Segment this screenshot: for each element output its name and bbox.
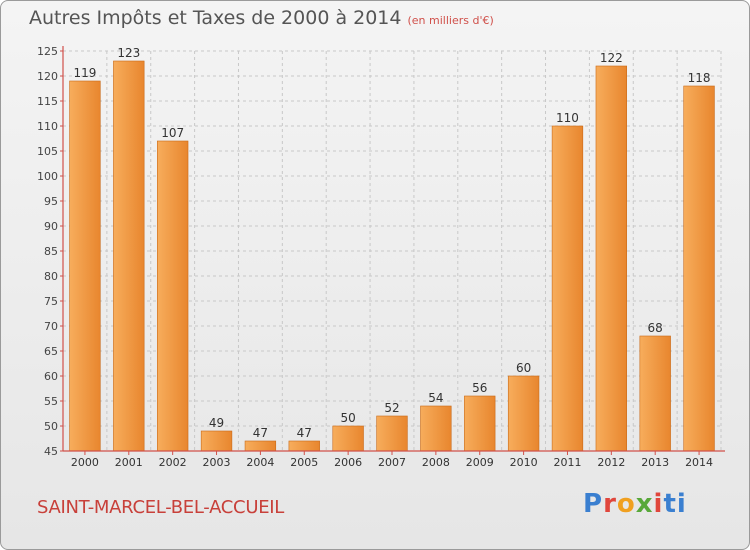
- y-tick-label: 80: [44, 270, 58, 283]
- proxiti-logo[interactable]: Proxiti: [583, 489, 687, 519]
- x-tick-label: 2001: [115, 456, 143, 469]
- data-label: 68: [648, 321, 663, 335]
- chart-title-text: Autres Impôts et Taxes de 2000 à 2014: [29, 7, 402, 29]
- data-label: 47: [253, 426, 268, 440]
- y-tick-label: 60: [44, 370, 58, 383]
- x-tick-label: 2013: [641, 456, 669, 469]
- logo-letter: o: [616, 489, 636, 519]
- bar: [507, 375, 540, 452]
- axes: [60, 46, 725, 455]
- logo-letter: P: [583, 489, 604, 519]
- x-tick-label: 2002: [159, 456, 187, 469]
- labels: 45 50 55 60 65 70 75 80 85 90 95 100 105 110 115 120 125…: [37, 45, 713, 469]
- x-tick-label: 2000: [71, 456, 99, 469]
- y-tick-label: 110: [37, 120, 58, 133]
- y-tick-label: 125: [37, 45, 58, 58]
- x-tick-label: 2014: [685, 456, 713, 469]
- data-label: 52: [384, 401, 399, 415]
- y-tick-label: 95: [44, 195, 58, 208]
- logo-letter: r: [603, 489, 617, 519]
- y-tick-label: 120: [37, 70, 58, 83]
- chart-subtitle: (en milliers d'€): [407, 14, 494, 27]
- bar: [376, 415, 408, 452]
- bar: [595, 65, 627, 452]
- y-tick-label: 55: [44, 395, 58, 408]
- x-tick-label: 2011: [553, 456, 581, 469]
- bars: [69, 60, 715, 452]
- y-tick-label: 45: [44, 445, 58, 458]
- data-label: 49: [209, 416, 224, 430]
- bar: [332, 425, 364, 452]
- y-tick-label: 100: [37, 170, 58, 183]
- y-tick-label: 50: [44, 420, 58, 433]
- x-tick-label: 2009: [466, 456, 494, 469]
- data-label: 54: [428, 391, 443, 405]
- data-label: 118: [688, 71, 711, 85]
- city-name: SAINT-MARCEL-BEL-ACCUEIL: [37, 497, 284, 518]
- data-label: 107: [161, 126, 184, 140]
- y-tick-label: 115: [37, 95, 58, 108]
- logo-letter: i: [676, 489, 687, 519]
- x-tick-label: 2007: [378, 456, 406, 469]
- data-label: 50: [340, 411, 355, 425]
- bar: [420, 405, 452, 452]
- bar: [464, 395, 496, 452]
- y-tick-label: 70: [44, 320, 58, 333]
- logo-letter: i: [653, 489, 664, 519]
- y-tick-label: 85: [44, 245, 58, 258]
- logo-letter: t: [663, 489, 677, 519]
- x-tick-label: 2003: [203, 456, 231, 469]
- data-label: 56: [472, 381, 487, 395]
- data-label: 110: [556, 111, 579, 125]
- bar: [157, 140, 189, 452]
- logo-letter: x: [635, 489, 654, 519]
- x-tick-label: 2004: [246, 456, 274, 469]
- bar: [639, 335, 671, 452]
- data-label: 123: [117, 46, 140, 60]
- x-tick-label: 2005: [290, 456, 318, 469]
- y-tick-label: 90: [44, 220, 58, 233]
- data-label: 119: [73, 66, 96, 80]
- chart-title: Autres Impôts et Taxes de 2000 à 2014 (en…: [29, 7, 494, 29]
- y-tick-label: 65: [44, 345, 58, 358]
- bar: [200, 430, 233, 452]
- x-tick-label: 2006: [334, 456, 362, 469]
- bar: [683, 85, 715, 452]
- data-label: 60: [516, 361, 531, 375]
- data-label: 122: [600, 51, 623, 65]
- bar: [244, 440, 277, 452]
- x-tick-label: 2010: [510, 456, 538, 469]
- y-tick-label: 75: [44, 295, 58, 308]
- bar: [69, 80, 101, 452]
- y-tick-label: 105: [37, 145, 58, 158]
- x-tick-label: 2008: [422, 456, 450, 469]
- data-label: 47: [297, 426, 312, 440]
- bar: [551, 125, 584, 452]
- x-tick-label: 2012: [597, 456, 625, 469]
- bar: [288, 440, 320, 452]
- bar: [113, 60, 145, 452]
